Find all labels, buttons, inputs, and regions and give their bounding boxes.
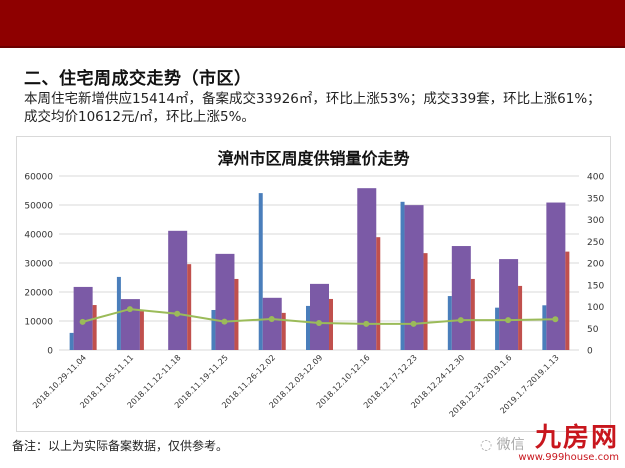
- bar: [187, 264, 192, 350]
- bar: [168, 230, 188, 350]
- price-marker: [126, 306, 133, 313]
- price-marker: [268, 315, 275, 322]
- bar: [423, 253, 428, 350]
- price-marker: [316, 320, 322, 327]
- bar: [447, 296, 452, 350]
- top-banner: [0, 0, 625, 48]
- bar: [234, 278, 239, 350]
- bar: [306, 305, 310, 350]
- bar: [120, 299, 140, 350]
- wechat-icon: ◌: [480, 437, 493, 453]
- brand-url: www.999house.com: [518, 452, 619, 463]
- right-axis-tick: 150: [587, 281, 604, 291]
- price-marker: [552, 316, 559, 323]
- wechat-label: 微信: [496, 437, 525, 453]
- bar: [546, 202, 566, 350]
- left-axis-tick: 10000: [24, 318, 53, 328]
- left-axis-tick: 20000: [24, 289, 53, 299]
- left-axis-tick: 0: [47, 347, 53, 357]
- summary-text: 本周住宅新增供应15414㎡，备案成交33926㎡，环比上涨53%；成交339套…: [24, 91, 601, 125]
- bar: [376, 237, 381, 350]
- right-axis-tick: 100: [587, 303, 604, 313]
- bar: [211, 309, 216, 350]
- bar: [258, 193, 263, 350]
- bar: [329, 298, 333, 350]
- bar: [495, 307, 500, 350]
- right-axis-tick: 200: [587, 260, 604, 270]
- bar: [565, 251, 570, 350]
- bar: [518, 285, 523, 350]
- bar: [139, 311, 144, 350]
- right-axis-tick: 350: [587, 194, 604, 204]
- right-axis-tick: 300: [587, 216, 604, 226]
- bar: [310, 283, 329, 350]
- price-marker: [363, 320, 370, 327]
- bar: [404, 205, 424, 350]
- bar: [262, 297, 282, 350]
- brand-logo: 九房网 www.999house.com: [518, 424, 619, 463]
- chart-plot: 0 10000 20000 30000 40000 50000 60000 0 50 100 150…: [24, 173, 604, 420]
- price-marker: [79, 318, 86, 325]
- price-marker: [221, 318, 228, 325]
- wechat-watermark: ◌ 微信: [480, 434, 525, 454]
- section-heading: 二、住宅周成交走势（市区）: [24, 69, 252, 89]
- price-marker: [174, 310, 181, 317]
- price-marker: [410, 320, 417, 327]
- footnote: 备注：以上为实际备案数据，仅供参考。: [12, 439, 229, 453]
- left-axis-tick: 50000: [24, 202, 53, 212]
- chart-title: 漳州市区周度供销量价走势: [217, 149, 410, 168]
- chart-container: 漳州市区周度供销量价走势 0 10000 20000 30000 40000 50000 6…: [16, 136, 611, 432]
- right-axis-tick: 250: [587, 238, 604, 248]
- price-marker: [457, 317, 464, 324]
- bar: [215, 253, 235, 350]
- bar: [69, 332, 74, 350]
- bar: [542, 305, 547, 350]
- bar: [281, 312, 286, 350]
- left-axis-tick: 30000: [24, 260, 53, 270]
- bar: [451, 246, 471, 350]
- left-axis-tick: 40000: [24, 231, 53, 241]
- bar: [470, 278, 475, 350]
- bar: [400, 201, 405, 350]
- brand-name: 九房网: [534, 423, 619, 453]
- right-axis-tick: 50: [587, 325, 599, 335]
- left-axis-tick: 60000: [24, 173, 53, 183]
- bar: [116, 276, 121, 350]
- bar: [499, 259, 519, 350]
- bar: [357, 188, 377, 350]
- price-marker: [505, 317, 512, 324]
- bar: [92, 305, 97, 350]
- right-axis-tick: 0: [587, 347, 593, 357]
- bar: [73, 286, 93, 350]
- right-axis-tick: 400: [587, 173, 604, 183]
